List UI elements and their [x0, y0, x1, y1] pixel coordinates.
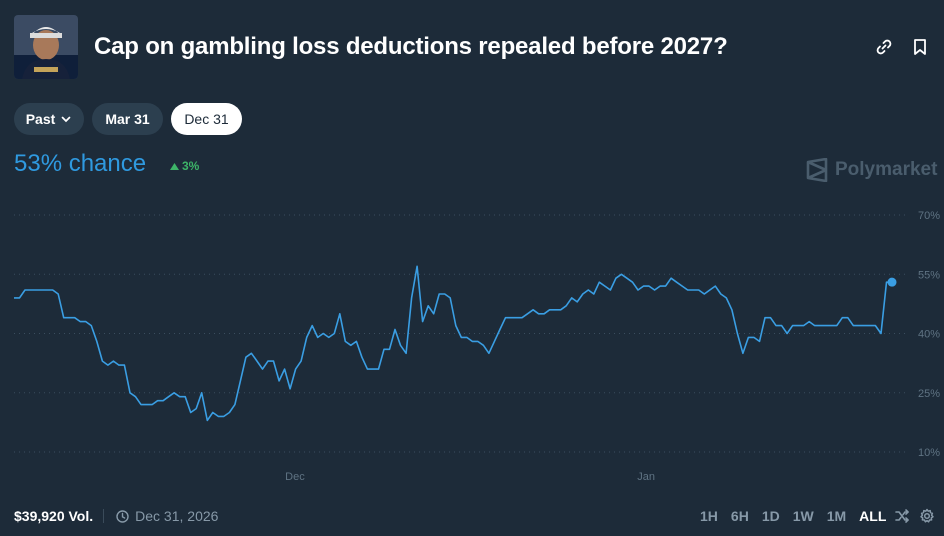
date-pill-label: Dec 31	[184, 111, 229, 127]
gear-icon[interactable]	[919, 508, 935, 524]
range-1d[interactable]: 1D	[761, 508, 780, 524]
y-tick-label: 10%	[918, 447, 940, 459]
clock-icon	[116, 509, 129, 523]
range-1h[interactable]: 1H	[700, 508, 718, 524]
date-pill-label: Mar 31	[105, 111, 150, 127]
footer-info: $39,920 Vol. Dec 31, 2026	[14, 508, 218, 524]
market-title: Cap on gambling loss deductions repealed…	[94, 33, 728, 60]
range-6h[interactable]: 6H	[730, 508, 749, 524]
chance-label: 53% chance	[14, 150, 147, 177]
volume-label: $39,920 Vol.	[14, 508, 94, 524]
time-range-selector: 1H 6H 1D 1W 1M ALL	[700, 508, 899, 524]
y-axis-labels: 70% 55% 40% 25% 10%	[918, 210, 940, 459]
y-tick-label: 70%	[918, 210, 940, 222]
last-value-dot	[887, 277, 897, 287]
range-1m[interactable]: 1M	[826, 508, 847, 524]
chart-grid	[14, 214, 908, 453]
chevron-down-icon	[61, 116, 71, 123]
end-date: Dec 31, 2026	[116, 508, 218, 524]
y-tick-label: 55%	[918, 269, 940, 281]
x-tick-label: Jan	[637, 471, 655, 483]
x-axis-labels: Dec Jan	[285, 471, 655, 483]
range-all[interactable]: ALL	[859, 508, 887, 524]
polymarket-logo: Polymarket	[806, 158, 937, 182]
brand-name: Polymarket	[835, 159, 938, 180]
footer-divider	[103, 509, 105, 523]
triangle-up-icon	[170, 162, 179, 170]
change-value: 3%	[182, 159, 200, 173]
y-tick-label: 25%	[918, 388, 940, 400]
link-icon[interactable]	[874, 37, 894, 57]
price-chart[interactable]: 70% 55% 40% 25% 10% Dec Jan	[0, 195, 944, 490]
change-indicator: 3%	[170, 159, 199, 173]
bookmark-icon[interactable]	[910, 37, 930, 57]
end-date-label: Dec 31, 2026	[135, 508, 219, 524]
past-dates-dropdown[interactable]: Past	[14, 103, 84, 135]
market-avatar	[14, 15, 78, 79]
date-pill-mar-31[interactable]: Mar 31	[92, 103, 163, 135]
series-line	[14, 265, 892, 422]
polymarket-logo-icon	[806, 158, 828, 182]
avatar-image	[14, 15, 78, 79]
shuffle-icon[interactable]	[894, 508, 910, 524]
x-tick-label: Dec	[285, 471, 305, 483]
range-1w[interactable]: 1W	[792, 508, 814, 524]
date-pill-dec-31[interactable]: Dec 31	[171, 103, 242, 135]
y-tick-label: 40%	[918, 329, 940, 341]
past-dates-label: Past	[25, 111, 56, 127]
